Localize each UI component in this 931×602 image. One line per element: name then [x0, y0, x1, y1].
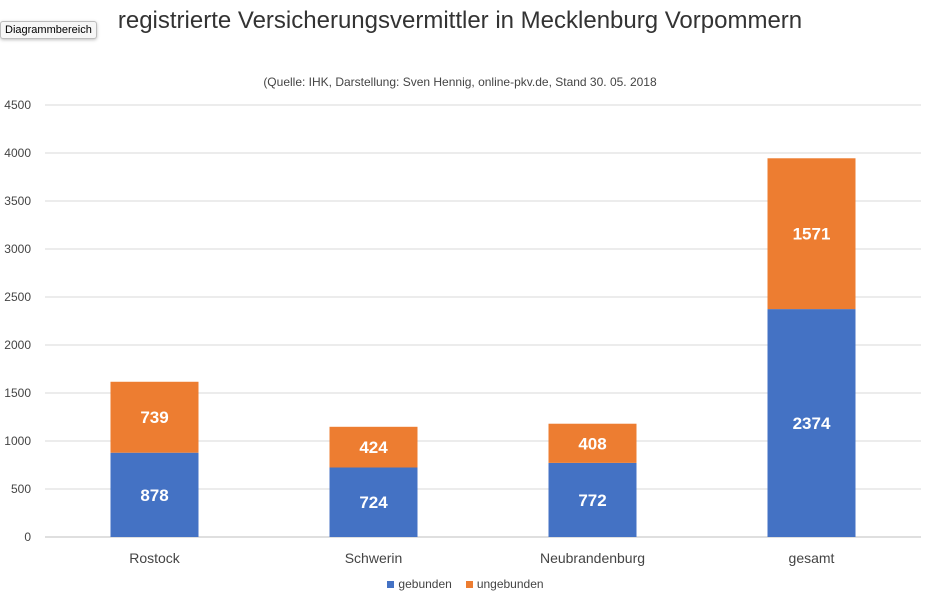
bar-gebunden-neubrandenburg — [548, 462, 637, 537]
x-tick-label: gesamt — [789, 550, 835, 566]
y-tick-label: 4000 — [4, 146, 31, 160]
y-tick-label: 2000 — [4, 338, 31, 352]
bar-gebunden-rostock — [110, 452, 199, 537]
data-label: 424 — [359, 438, 388, 457]
data-label: 772 — [578, 491, 606, 510]
chart-title: registrierte Versicherungsvermittler in … — [117, 7, 803, 34]
bar-gebunden-gesamt — [767, 309, 856, 537]
x-tick-label: Rostock — [129, 550, 181, 566]
data-label: 408 — [578, 434, 606, 453]
data-label: 2374 — [793, 414, 831, 433]
data-label: 724 — [359, 493, 388, 512]
legend-swatch-gebunden — [387, 580, 395, 588]
y-tick-label: 3000 — [4, 242, 31, 256]
legend-label-gebunden: gebunden — [398, 577, 452, 591]
bar-ungebunden-neubrandenburg — [548, 423, 637, 463]
y-tick-label: 500 — [11, 482, 31, 496]
y-tick-label: 0 — [24, 530, 31, 544]
legend-item-ungebunden: ungebunden — [465, 577, 544, 591]
x-tick-label: Neubrandenburg — [540, 550, 645, 566]
data-label: 1571 — [793, 225, 831, 244]
x-tick-label: Schwerin — [345, 550, 403, 566]
legend-item-gebunden: gebunden — [387, 577, 452, 591]
data-label: 878 — [140, 486, 168, 505]
y-tick-label: 1000 — [4, 434, 31, 448]
chart-area-tooltip: Diagrammbereich — [0, 21, 97, 39]
y-tick-label: 3500 — [4, 194, 31, 208]
y-tick-label: 1500 — [4, 386, 31, 400]
data-label: 739 — [140, 408, 168, 427]
y-tick-label: 4500 — [4, 98, 31, 112]
bar-ungebunden-gesamt — [767, 158, 856, 310]
bar-gebunden-schwerin — [329, 467, 418, 537]
legend-swatch-ungebunden — [465, 580, 473, 588]
chart-subtitle: (Quelle: IHK, Darstellung: Sven Hennig, … — [263, 75, 657, 89]
legend-label-ungebunden: ungebunden — [476, 577, 544, 591]
bar-ungebunden-rostock — [110, 381, 199, 453]
bar-ungebunden-schwerin — [329, 426, 418, 468]
y-tick-label: 2500 — [4, 290, 31, 304]
chart-legend: gebunden ungebunden — [0, 577, 931, 591]
